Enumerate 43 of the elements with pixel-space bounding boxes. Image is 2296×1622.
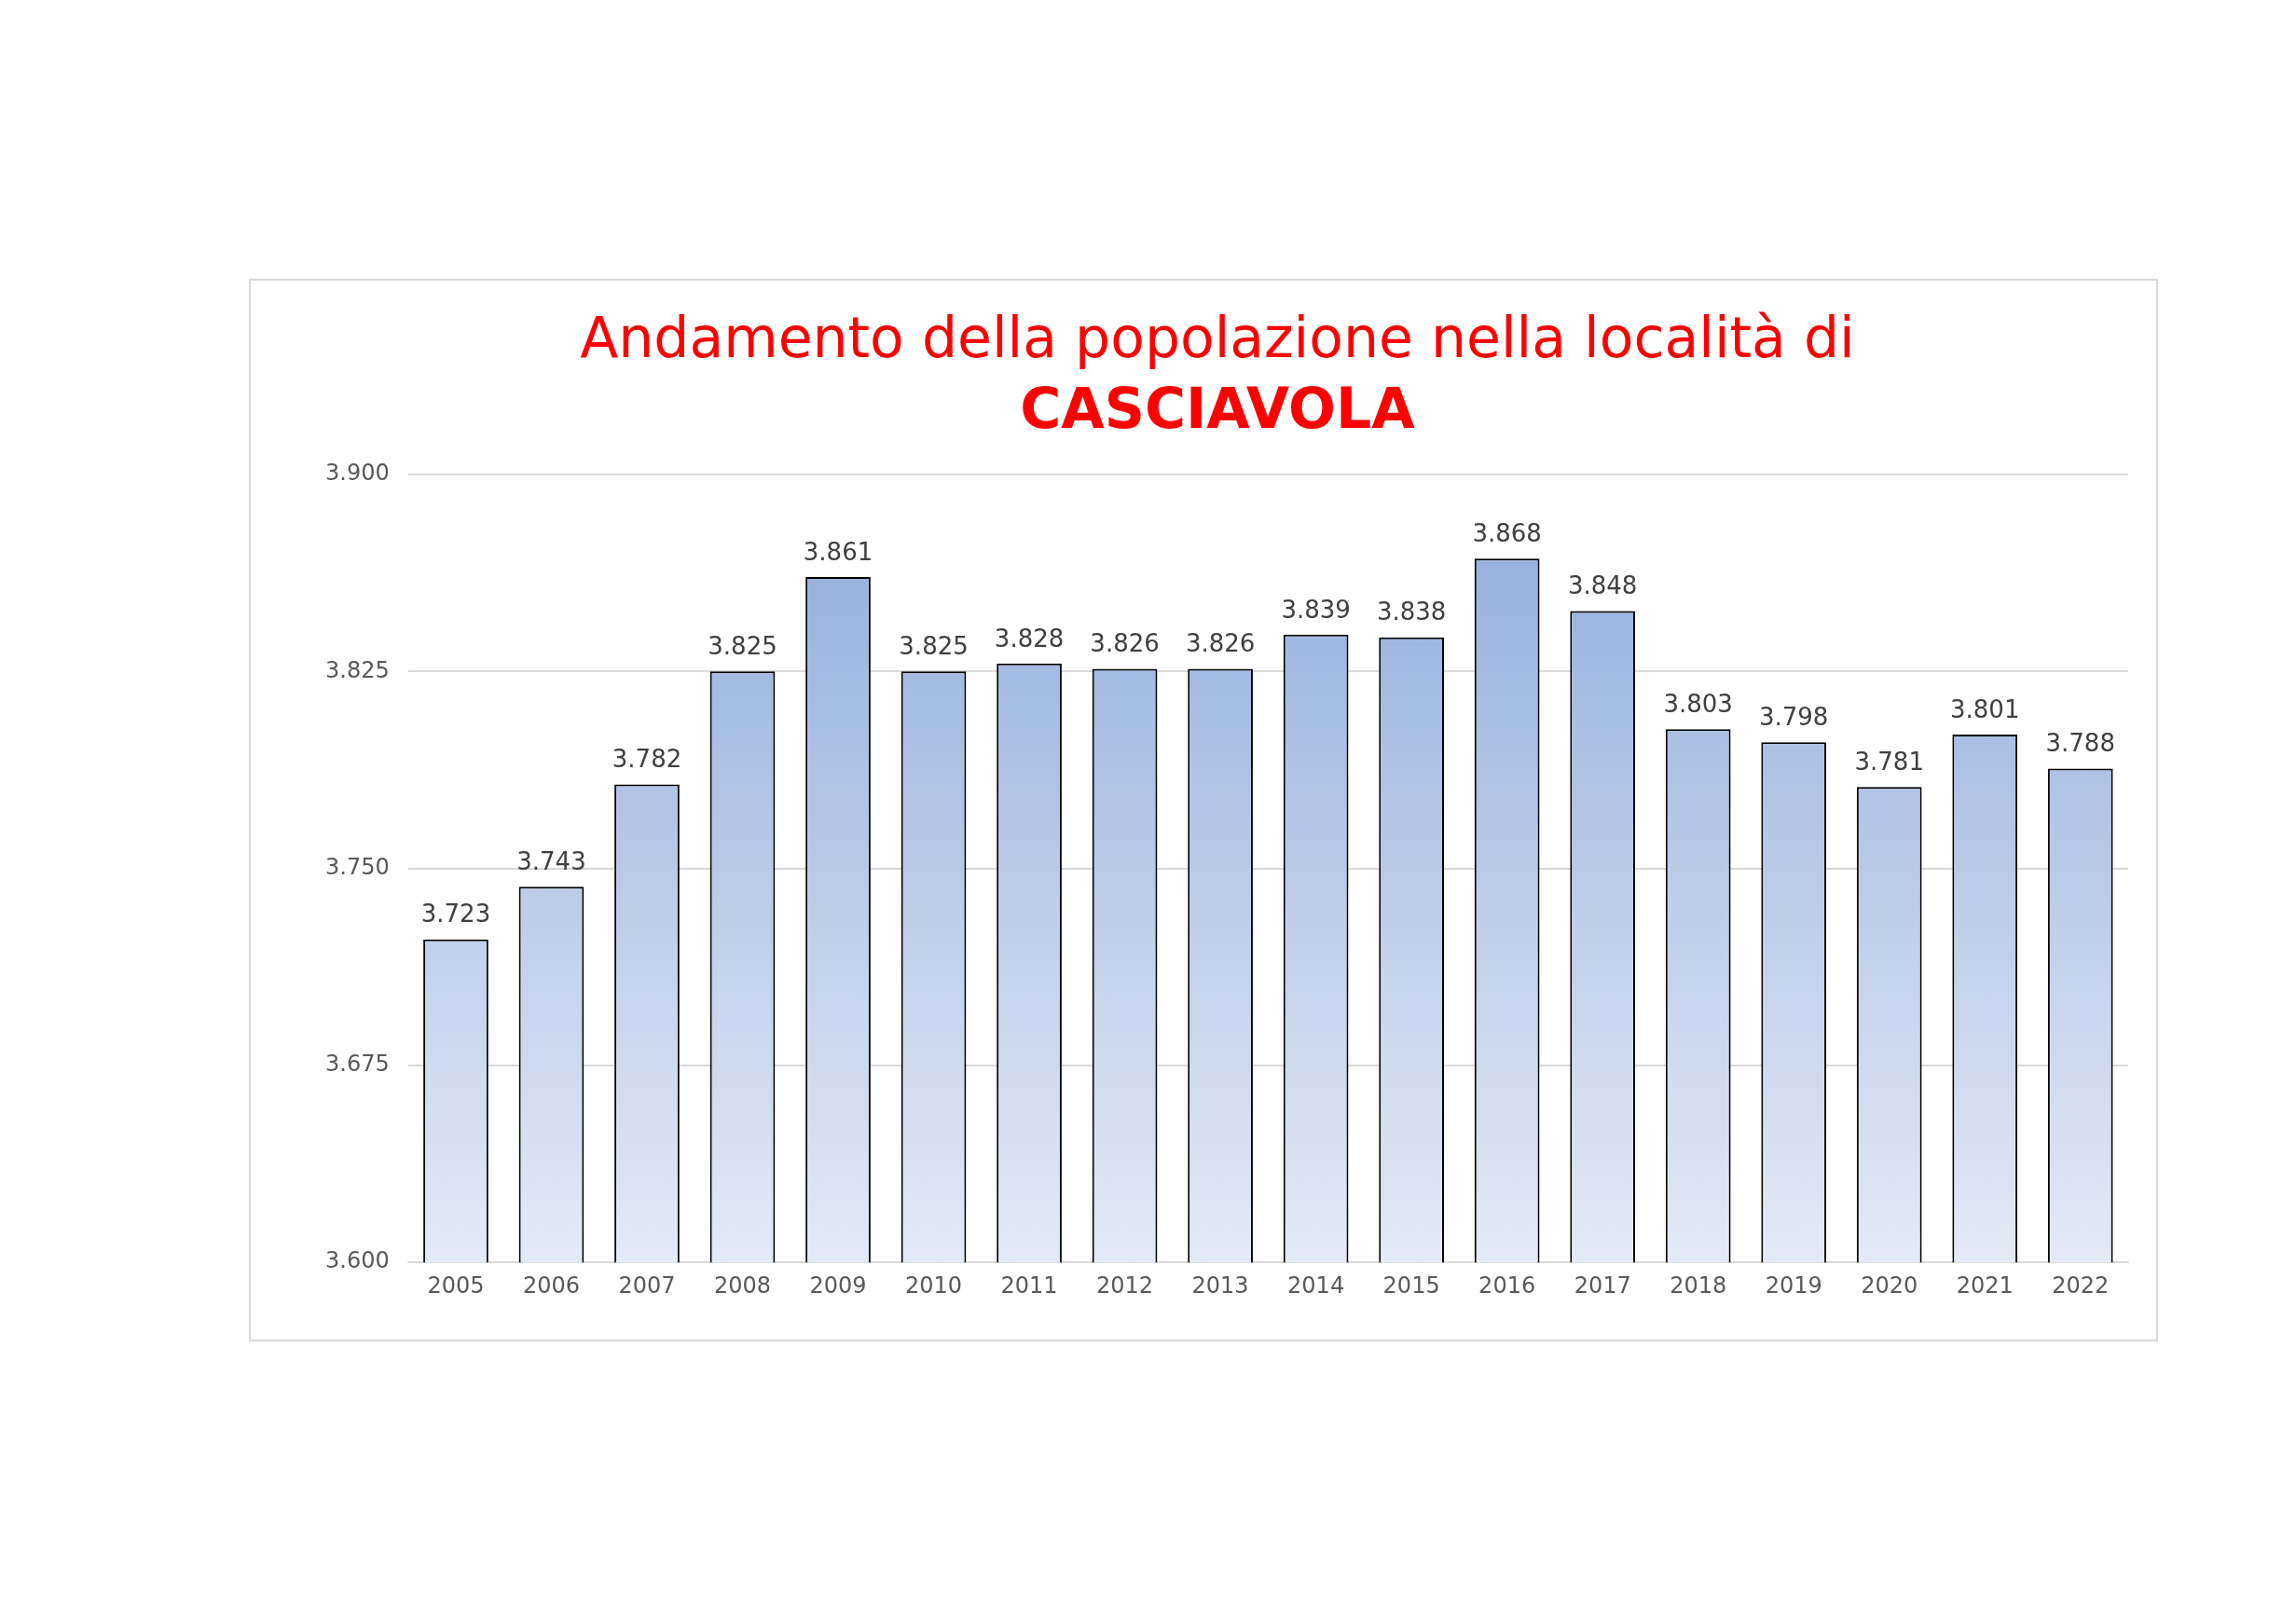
data-label: 3.803 (1663, 690, 1733, 719)
data-label: 3.782 (612, 745, 682, 774)
x-tick-label: 2019 (1765, 1271, 1822, 1299)
data-label: 3.848 (1567, 571, 1638, 600)
x-tick-label: 2021 (1956, 1271, 2014, 1299)
x-tick-label: 2007 (618, 1271, 676, 1299)
data-label: 3.798 (1758, 703, 1829, 732)
data-label: 3.743 (516, 847, 586, 876)
data-label: 3.861 (803, 537, 873, 566)
data-label: 3.868 (1472, 518, 1542, 547)
x-tick-label: 2015 (1382, 1271, 1440, 1299)
y-tick-label: 3.600 (324, 1247, 390, 1274)
data-label: 3.839 (1281, 595, 1351, 624)
chart-subtitle: CASCIAVOLA (1020, 375, 1416, 441)
data-label: 3.825 (708, 632, 777, 661)
x-tick-label: 2022 (2052, 1271, 2110, 1299)
x-tick-label: 2018 (1670, 1271, 1727, 1299)
x-tick-label: 2012 (1096, 1271, 1154, 1299)
data-label: 3.825 (899, 632, 969, 661)
data-label: 3.838 (1376, 598, 1447, 626)
data-label: 3.781 (1854, 748, 1924, 777)
x-tick-label: 2009 (809, 1271, 867, 1299)
y-tick-label: 3.750 (324, 853, 390, 880)
data-label: 3.788 (2045, 729, 2115, 758)
x-tick-label: 2005 (427, 1271, 485, 1299)
y-tick-label: 3.675 (324, 1051, 390, 1078)
chart-title: Andamento della popolazione nella località di (580, 304, 1855, 370)
data-label: 3.828 (994, 624, 1065, 653)
y-tick-label: 3.825 (324, 656, 390, 683)
x-tick-label: 2010 (905, 1271, 963, 1299)
x-tick-label: 2016 (1478, 1271, 1536, 1299)
data-label: 3.801 (1950, 694, 2020, 723)
x-tick-label: 2020 (1861, 1271, 1918, 1299)
y-tick-label: 3.900 (324, 460, 390, 487)
data-label: 3.826 (1185, 629, 1256, 658)
x-tick-label: 2006 (522, 1271, 581, 1299)
x-tick-label: 2011 (1000, 1271, 1058, 1299)
x-tick-label: 2014 (1287, 1271, 1345, 1299)
x-tick-label: 2013 (1191, 1271, 1249, 1299)
x-tick-label: 2017 (1574, 1271, 1631, 1299)
data-label: 3.826 (1090, 629, 1160, 658)
x-tick-label: 2008 (713, 1271, 772, 1299)
data-label: 3.723 (420, 900, 491, 928)
